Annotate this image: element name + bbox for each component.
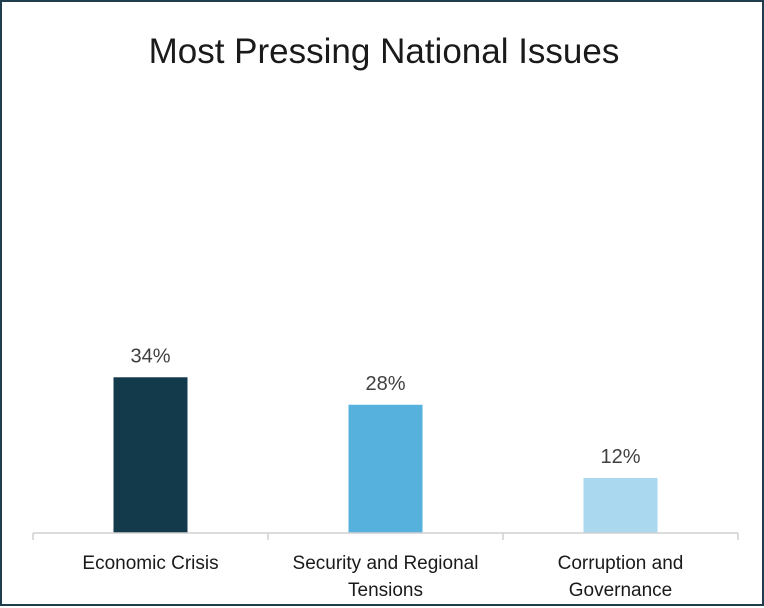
category-label-line: Economic Crisis [82,553,218,574]
x-axis [32,532,739,540]
chart-title: Most Pressing National Issues [149,32,620,71]
bar-1 [113,377,188,533]
category-label: Economic Crisis [82,553,218,574]
category-label: Security and Regional Tensions [293,553,479,601]
category-labels-layer: Economic Crisis Security and Regional Tens… [82,553,683,601]
bars-layer [113,377,658,533]
category-label-line: Governance [569,580,673,601]
category-label-line: Tensions [348,580,423,601]
bar-3 [583,478,658,533]
bar-2 [348,404,423,533]
bar-value-label: 28% [365,373,405,395]
value-labels-layer: 34% 28% 12% [130,345,640,468]
bar-value-label: 34% [130,345,170,367]
category-label: Corruption and Governance [558,553,684,601]
category-label-line: Corruption and [558,553,684,574]
category-label-line: Security and Regional [293,553,479,574]
bar-value-label: 12% [600,446,640,468]
